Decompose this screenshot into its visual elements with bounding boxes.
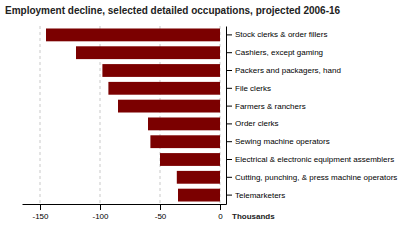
- x-axis-line: [23, 204, 227, 205]
- y-tick-label: Cutting, punching, & press machine opera…: [235, 173, 397, 182]
- x-tick-label: 0: [218, 212, 223, 221]
- title: Employment decline, selected detailed oc…: [5, 5, 341, 16]
- x-tick-mark: [160, 204, 161, 210]
- bar: [102, 64, 220, 77]
- bar: [177, 171, 220, 184]
- x-tick: -50: [155, 204, 167, 221]
- x-tick-mark: [220, 204, 221, 210]
- y-tick-mark: [226, 177, 232, 178]
- y-tick-label: Stock clerks & order fillers: [235, 30, 327, 39]
- chart-container: Employment decline, selected detailed oc…: [0, 0, 401, 238]
- bar: [150, 135, 220, 148]
- bar: [46, 28, 220, 41]
- grid-line: [40, 26, 41, 204]
- y-tick-label: File clerks: [235, 84, 271, 93]
- y-tick: Electrical & electronic equipment assemb…: [226, 155, 394, 164]
- y-tick: Cutting, punching, & press machine opera…: [226, 173, 397, 182]
- y-tick-label: Sewing machine operators: [235, 137, 330, 146]
- x-tick-label: -150: [32, 212, 49, 221]
- y-tick: Sewing machine operators: [226, 137, 330, 146]
- bar: [76, 46, 220, 59]
- bar: [118, 100, 220, 113]
- y-tick: Order clerks: [226, 119, 279, 128]
- x-tick-label: -50: [155, 212, 167, 221]
- y-tick-label: Packers and packagers, hand: [235, 66, 341, 75]
- x-axis-title: Thousands: [232, 212, 275, 221]
- y-tick: Telemarketers: [226, 191, 285, 200]
- y-tick-mark: [226, 195, 232, 196]
- y-tick-label: Electrical & electronic equipment assemb…: [235, 155, 394, 164]
- chart: Employment decline, selected detailed oc…: [0, 0, 401, 238]
- y-tick: Cashiers, except gaming: [226, 48, 323, 57]
- y-tick-mark: [226, 88, 232, 89]
- y-tick-mark: [226, 52, 232, 53]
- grid: [40, 26, 220, 204]
- bars: [46, 28, 220, 201]
- bar: [178, 189, 220, 202]
- bar: [160, 153, 220, 166]
- x-axis: -150 -100 -50 0: [23, 204, 227, 221]
- y-tick-mark: [226, 141, 232, 142]
- y-tick: Farmers & ranchers: [226, 102, 306, 111]
- y-tick-mark: [226, 123, 232, 124]
- x-tick-mark: [40, 204, 41, 210]
- y-tick-mark: [226, 70, 232, 71]
- x-tick: -150: [32, 204, 49, 221]
- y-tick-label: Cashiers, except gaming: [235, 48, 323, 57]
- y-tick-label: Order clerks: [235, 119, 279, 128]
- y-tick-label: Telemarketers: [235, 191, 285, 200]
- y-tick: Stock clerks & order fillers: [226, 30, 327, 39]
- y-tick-label: Farmers & ranchers: [235, 102, 306, 111]
- y-tick: File clerks: [226, 84, 271, 93]
- x-tick-label: -100: [92, 212, 109, 221]
- x-tick: 0: [218, 204, 223, 221]
- bar: [148, 117, 220, 130]
- y-tick-mark: [226, 34, 232, 35]
- y-axis: Stock clerks & order fillers Cashiers, ex…: [226, 27, 397, 205]
- x-tick-mark: [100, 204, 101, 210]
- y-tick-mark: [226, 106, 232, 107]
- y-tick: Packers and packagers, hand: [226, 66, 341, 75]
- y-tick-mark: [226, 159, 232, 160]
- bar: [108, 82, 220, 95]
- x-tick: -100: [92, 204, 109, 221]
